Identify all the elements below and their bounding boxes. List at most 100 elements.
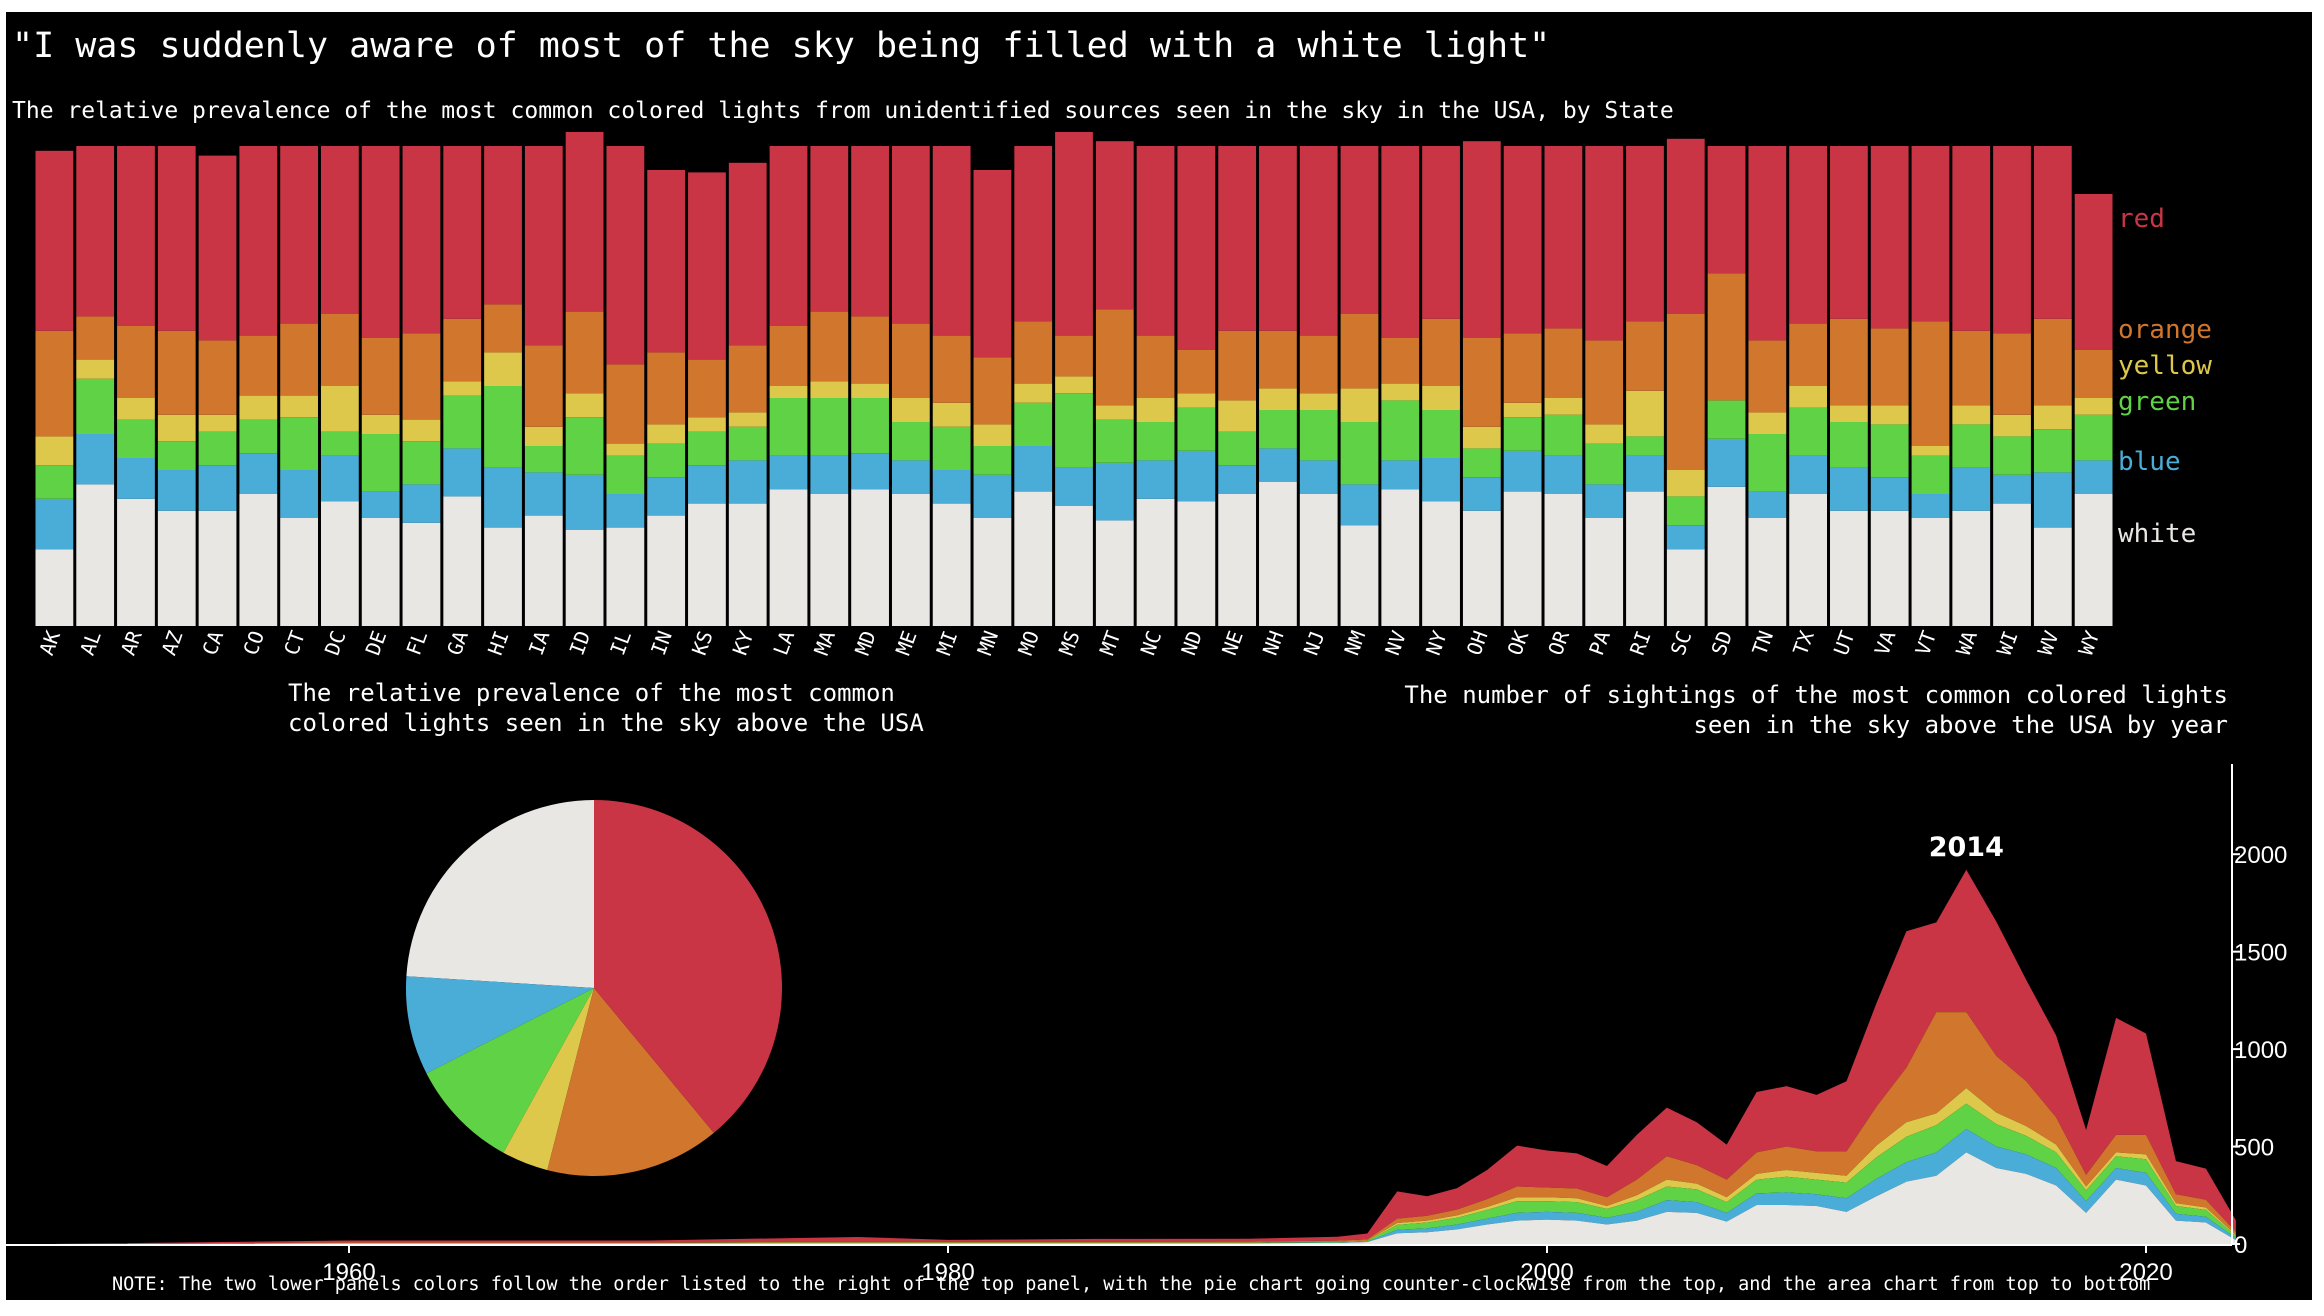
- bar-segment-nm-blue: [1340, 484, 1379, 526]
- state-label: PA: [1584, 628, 1615, 659]
- state-label: IN: [646, 628, 677, 659]
- bar-segment-wa-white: [1952, 510, 1991, 626]
- bar-segment-pa-blue: [1585, 484, 1624, 518]
- bar-segment-nd-yellow: [1177, 393, 1216, 408]
- pie-slice-green: [426, 988, 594, 1153]
- state-label: NC: [1135, 628, 1166, 659]
- bar-segment-hi-white: [484, 527, 522, 626]
- state-label: DC: [320, 628, 351, 659]
- bar-segment-ga-green: [443, 395, 482, 449]
- area-title-line-2: seen in the sky above the USA by year: [1693, 711, 2228, 739]
- bar-segment-ca-white: [198, 510, 237, 626]
- legend-red: red: [2118, 204, 2165, 234]
- bar-segment-ca-orange: [198, 340, 237, 415]
- bar-segment-ne-red: [1218, 146, 1257, 331]
- bar-segment-pa-white: [1585, 518, 1624, 626]
- bar-segment-or-green: [1544, 414, 1583, 456]
- bar-segment-wv-white: [2033, 527, 2072, 626]
- bar-segment-ia-green: [524, 446, 563, 473]
- bar-segment-vt-blue: [1911, 494, 1950, 518]
- bar-segment-in-green: [647, 443, 686, 478]
- bar-segment-ri-green: [1626, 436, 1664, 456]
- state-label: MN: [972, 628, 1003, 659]
- bar-segment-dc-yellow: [320, 386, 359, 432]
- state-label: HI: [483, 628, 514, 659]
- bar-segment-dc-red: [320, 146, 359, 314]
- bar-segment-co-blue: [239, 453, 278, 494]
- bar-segment-tn-green: [1748, 434, 1787, 492]
- bar-segment-ks-blue: [688, 465, 726, 504]
- bar-segment-ut-green: [1830, 422, 1868, 468]
- bar-segment-la-green: [769, 398, 808, 456]
- bar-segment-ny-blue: [1422, 458, 1460, 502]
- pie-slice-red: [594, 800, 782, 1133]
- state-label: NH: [1258, 628, 1289, 659]
- bar-segment-tx-blue: [1789, 455, 1828, 494]
- state-label: MS: [1054, 628, 1085, 659]
- bar-segment-va-white: [1870, 510, 1909, 626]
- bar-segment-ut-blue: [1830, 467, 1868, 511]
- bar-segment-la-white: [769, 489, 808, 626]
- bar-segment-wv-orange: [2033, 318, 2072, 406]
- bar-segment-mt-green: [1095, 419, 1134, 463]
- bar-segment-nm-white: [1340, 525, 1379, 626]
- bar-segment-md-yellow: [851, 383, 889, 398]
- bar-segment-az-red: [157, 146, 196, 331]
- bar-segment-al-green: [76, 378, 115, 434]
- bar-segment-az-yellow: [157, 414, 196, 442]
- bar-segment-az-orange: [157, 330, 196, 415]
- x-tick-label: 2020: [2119, 1259, 2172, 1286]
- bar-segment-ri-red: [1626, 146, 1664, 322]
- bar-segment-tx-orange: [1789, 323, 1828, 386]
- bar-segment-fl-red: [402, 146, 441, 334]
- bar-segment-nv-orange: [1381, 338, 1420, 384]
- area-layer-white: [49, 1152, 2236, 1244]
- bar-segment-wv-blue: [2033, 472, 2072, 528]
- bar-segment-wi-white: [1993, 503, 2031, 626]
- bar-segment-wi-red: [1993, 146, 2031, 334]
- bar-segment-pa-yellow: [1585, 424, 1624, 444]
- pie-slice-yellow: [503, 988, 594, 1171]
- bar-segment-tx-yellow: [1789, 386, 1828, 408]
- bar-segment-wv-red: [2033, 146, 2072, 319]
- bar-segment-az-blue: [157, 470, 196, 511]
- bar-segment-nh-red: [1259, 146, 1297, 331]
- bar-segment-id-blue: [565, 474, 604, 530]
- bar-segment-sc-red: [1666, 138, 1705, 314]
- bar-segment-al-blue: [76, 434, 115, 485]
- bar-segment-fl-yellow: [402, 419, 441, 442]
- bar-segment-wy-white: [2074, 494, 2113, 626]
- legend-yellow: yellow: [2118, 351, 2212, 381]
- bar-segment-hi-green: [484, 386, 522, 468]
- bar-segment-me-orange: [891, 323, 930, 398]
- bar-segment-tn-orange: [1748, 340, 1787, 413]
- bar-segment-oh-red: [1462, 141, 1501, 338]
- state-label: WI: [1992, 628, 2023, 659]
- bar-segment-co-orange: [239, 335, 278, 396]
- bar-segment-sc-blue: [1666, 525, 1705, 550]
- bar-segment-de-blue: [361, 491, 400, 518]
- bar-segment-nd-blue: [1177, 450, 1216, 502]
- bar-segment-co-green: [239, 419, 278, 454]
- state-label: NM: [1339, 628, 1370, 659]
- state-label: SC: [1666, 628, 1697, 659]
- bar-segment-dc-orange: [320, 314, 359, 386]
- bar-segment-de-orange: [361, 338, 400, 415]
- state-label: UT: [1829, 628, 1860, 659]
- state-label: GA: [442, 628, 473, 659]
- bar-segment-il-white: [606, 527, 645, 626]
- bar-segment-ky-blue: [728, 460, 767, 504]
- bar-segment-in-red: [647, 170, 686, 353]
- bar-segment-id-yellow: [565, 393, 604, 418]
- state-label: OK: [1503, 628, 1534, 659]
- bar-segment-tx-green: [1789, 407, 1828, 456]
- bar-segment-ut-white: [1830, 510, 1868, 626]
- bar-segment-ct-blue: [280, 470, 318, 518]
- bar-segment-ma-green: [810, 398, 849, 456]
- bar-segment-nj-blue: [1299, 460, 1338, 494]
- bar-segment-oh-orange: [1462, 338, 1501, 427]
- state-label: VA: [1870, 628, 1901, 659]
- bar-segment-sd-blue: [1707, 438, 1746, 487]
- y-tick-label: 500: [2234, 1135, 2274, 1162]
- bar-segment-ks-red: [688, 172, 726, 360]
